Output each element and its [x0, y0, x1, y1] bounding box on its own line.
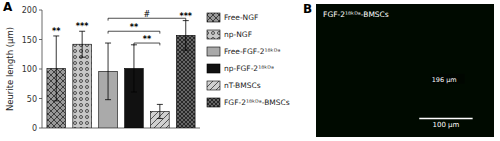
tick-label: 100 — [22, 65, 37, 74]
error-bar — [183, 21, 189, 50]
bracket-label: ** — [143, 35, 152, 44]
error-bar — [131, 45, 137, 92]
chart: A050100150200Neurite length (μm)********… — [0, 0, 500, 141]
legend-swatch — [207, 64, 220, 73]
legend-label: Free-FGF-2¹⁸ᵏᴰᵃ — [224, 47, 280, 56]
label-background — [431, 74, 465, 84]
significance-label: *** — [179, 12, 192, 21]
axis-line — [42, 10, 43, 128]
image-background — [316, 4, 494, 137]
legend-label: np-FGF-2¹⁸ᵏᴰᵃ — [224, 64, 274, 73]
error-bar — [157, 104, 163, 118]
legend-label: np-NGF — [224, 30, 252, 39]
significance-label: ** — [52, 27, 61, 36]
legend-swatch — [207, 98, 220, 107]
significance-label: *** — [76, 22, 89, 31]
tick-label: 0 — [32, 124, 37, 133]
bracket-label: ** — [130, 23, 139, 32]
measurement-label: 196 μm — [432, 76, 457, 84]
tick-mark — [39, 10, 42, 11]
tick-label: 50 — [27, 95, 37, 104]
legend-swatch — [207, 30, 220, 39]
scale-bar-label: 100 μm — [433, 121, 460, 129]
tick-mark — [39, 39, 42, 40]
legend-swatch — [207, 81, 220, 90]
plot-area — [47, 21, 195, 128]
panel-label: B — [303, 2, 312, 16]
image-title: FGF-2¹⁸ᵏᴰᵃ-BMSCs — [323, 10, 389, 19]
scale-bar — [419, 118, 472, 120]
tick-label: 150 — [22, 36, 37, 45]
bracket-label: # — [144, 10, 151, 19]
legend: Free-NGF np-NGF Free-FGF-2¹⁸ᵏᴰᵃ np-FGF-2¹⁸ᵏ… — [207, 13, 290, 107]
panel-label: A — [3, 0, 13, 14]
tick-mark — [39, 69, 42, 70]
legend-label: nT-BMSCs — [224, 81, 261, 90]
legend-label: FGF-2¹⁸ᵏᴰᵃ-BMSCs — [224, 98, 290, 107]
y-axis: 0 50 100 150 200 — [22, 6, 200, 133]
tick-mark — [39, 98, 42, 99]
tick-label: 200 — [22, 6, 37, 15]
legend-label: Free-NGF — [224, 13, 258, 22]
axis-title: Neurite length (μm) — [5, 27, 15, 111]
legend-swatch — [207, 47, 220, 56]
error-bar — [79, 31, 85, 57]
legend-swatch — [207, 13, 220, 22]
error-bar — [53, 36, 59, 101]
error-bar — [105, 43, 111, 100]
tick-mark — [39, 128, 42, 129]
